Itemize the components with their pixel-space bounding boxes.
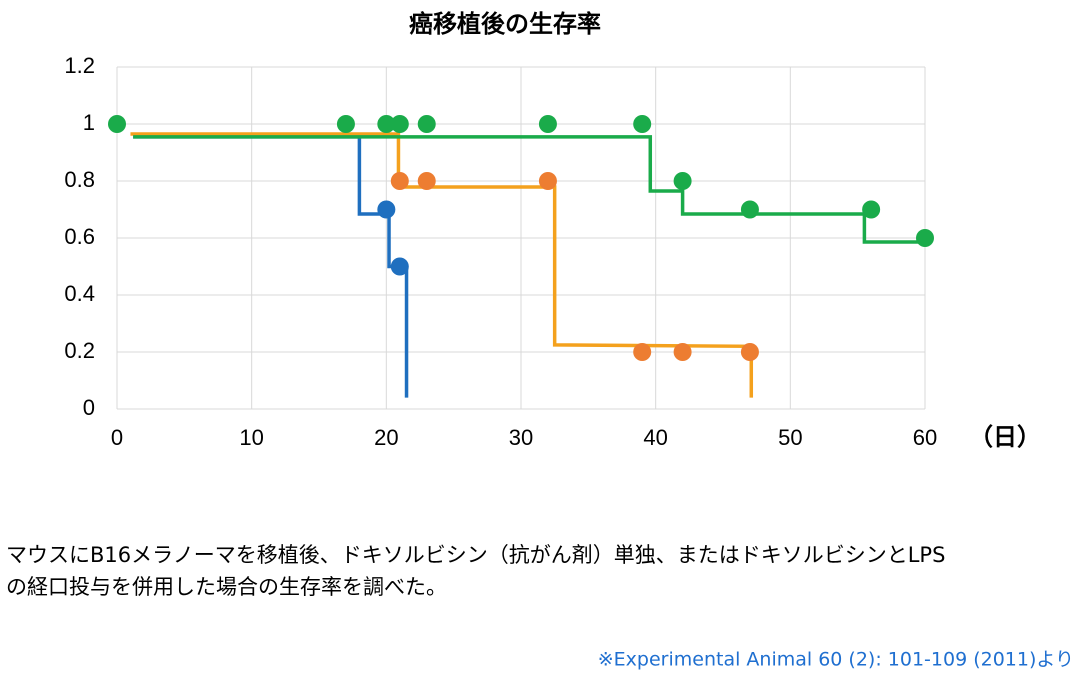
data-point [336, 115, 355, 133]
data-point [390, 172, 409, 190]
data-point [390, 115, 409, 133]
survival-line [133, 135, 925, 244]
survival-line [133, 135, 409, 398]
chart-title: 癌移植後の生存率 [409, 10, 601, 38]
x-tick-label: 10 [239, 425, 263, 450]
x-tick-label: 50 [778, 425, 802, 450]
x-tick-label: 30 [509, 425, 533, 450]
x-tick-label: 60 [913, 425, 937, 450]
data-point [916, 229, 934, 247]
x-tick-label: 40 [643, 425, 667, 450]
data-point [417, 115, 436, 133]
data-point [740, 200, 759, 219]
data-point [417, 172, 436, 190]
data-point [673, 343, 692, 361]
x-tick-label: 20 [374, 425, 398, 450]
data-point [538, 172, 557, 190]
data-point [377, 200, 396, 219]
y-tick-label: 0.2 [64, 338, 95, 363]
data-point [538, 115, 557, 133]
data-point [377, 115, 396, 133]
y-tick-label: 0.8 [64, 167, 95, 192]
x-axis-label: （日） [969, 423, 1041, 451]
y-tick-label: 1 [83, 110, 95, 135]
caption: マウスにB16メラノーマを移植後、ドキソルビシン（抗がん剤）単独、またはドキソル… [6, 543, 945, 567]
data-point [673, 172, 692, 190]
data-point [633, 115, 652, 133]
data-point [740, 343, 759, 361]
caption: の経口投与を併用した場合の生存率を調べた。 [6, 575, 447, 599]
y-tick-label: 0.4 [64, 281, 95, 306]
survival-line [130, 132, 754, 398]
data-point [862, 200, 881, 219]
x-tick-label: 0 [111, 425, 123, 450]
source: ※Experimental Animal 60 (2): 101-109 (20… [598, 649, 1074, 671]
data-point [633, 343, 652, 361]
data-point [390, 257, 409, 276]
data-point [108, 115, 126, 133]
y-tick-label: 0.6 [64, 224, 95, 249]
y-tick-label: 1.2 [64, 53, 95, 78]
y-tick-label: 0 [83, 395, 95, 420]
